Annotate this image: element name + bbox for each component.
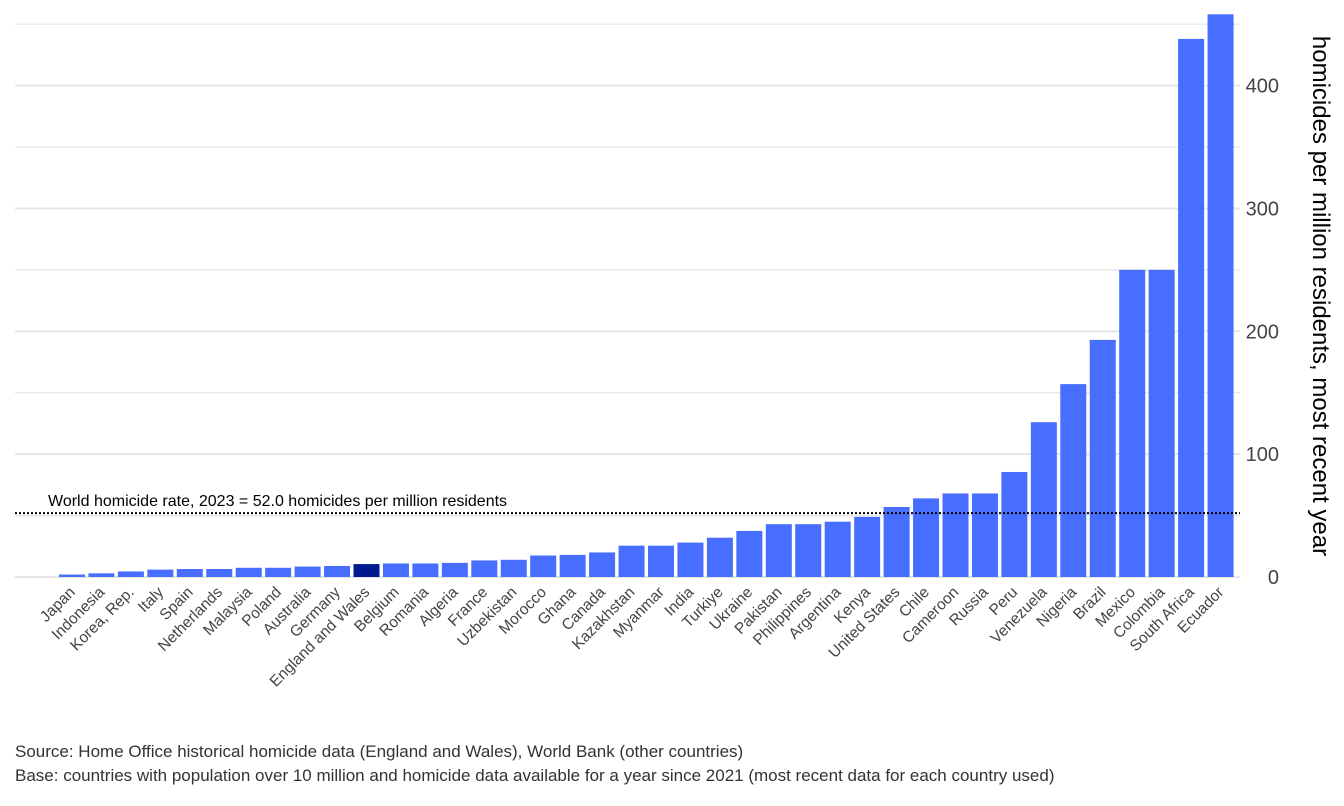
bar-mexico — [1119, 269, 1146, 577]
bar-belgium — [382, 563, 409, 577]
bar-ghana — [559, 554, 586, 577]
y-tick-label: 200 — [1246, 321, 1279, 343]
bar-cameroon — [942, 493, 969, 577]
bar-chile — [913, 498, 940, 577]
bar-canada — [589, 552, 616, 577]
y-tick-label: 400 — [1246, 76, 1279, 98]
bar-venezuela — [1030, 422, 1057, 577]
bar-india — [677, 542, 704, 577]
bar-france — [471, 560, 498, 577]
bar-ecuador — [1207, 14, 1234, 578]
y-tick-label: 100 — [1246, 444, 1279, 466]
bar-pakistan — [765, 524, 792, 577]
bar-netherlands — [206, 569, 233, 577]
reference-line-label: World homicide rate, 2023 = 52.0 homicid… — [48, 493, 507, 510]
bar-turkiye — [706, 537, 733, 577]
bar-south-africa — [1178, 38, 1205, 578]
bars — [59, 14, 1234, 578]
y-tick-label: 0 — [1268, 567, 1279, 589]
bar-myanmar — [648, 545, 674, 577]
bar-russia — [971, 493, 998, 577]
reference-line-group: World homicide rate, 2023 = 52.0 homicid… — [15, 493, 1240, 515]
gridlines — [15, 23, 1240, 578]
bar-poland — [265, 567, 292, 577]
bar-nigeria — [1060, 384, 1087, 577]
bar-germany — [324, 565, 351, 577]
bar-brazil — [1089, 339, 1116, 577]
y-axis: 0 100 200 300 400 — [1246, 76, 1279, 589]
y-axis-label: homicides per million residents, most re… — [1307, 36, 1334, 556]
bar-australia — [294, 566, 321, 577]
bar-algeria — [441, 562, 468, 577]
base-note: Base: countries with population over 10 … — [15, 766, 1055, 785]
bar-malaysia — [235, 567, 262, 577]
bar-italy — [147, 569, 174, 577]
bar-japan — [59, 574, 85, 577]
bar-argentina — [824, 521, 851, 577]
source-note: Source: Home Office historical homicide … — [15, 742, 744, 761]
bar-morocco — [530, 555, 557, 577]
bar-kenya — [854, 516, 881, 577]
bar-spain — [176, 569, 203, 577]
bar-korea-rep- — [117, 571, 144, 577]
bar-kazakhstan — [618, 545, 645, 577]
bar-england-and-wales — [353, 564, 380, 577]
bar-peru — [1001, 471, 1028, 577]
bar-ukraine — [736, 530, 763, 577]
bar-uzbekistan — [500, 559, 527, 577]
bar-philippines — [795, 524, 822, 577]
bar-united-states — [883, 506, 910, 577]
bar-indonesia — [88, 573, 115, 577]
bar-romania — [412, 563, 439, 577]
bar-chart: World homicide rate, 2023 = 52.0 homicid… — [15, 14, 1334, 691]
y-tick-label: 300 — [1246, 198, 1279, 220]
bar-colombia — [1148, 269, 1175, 577]
